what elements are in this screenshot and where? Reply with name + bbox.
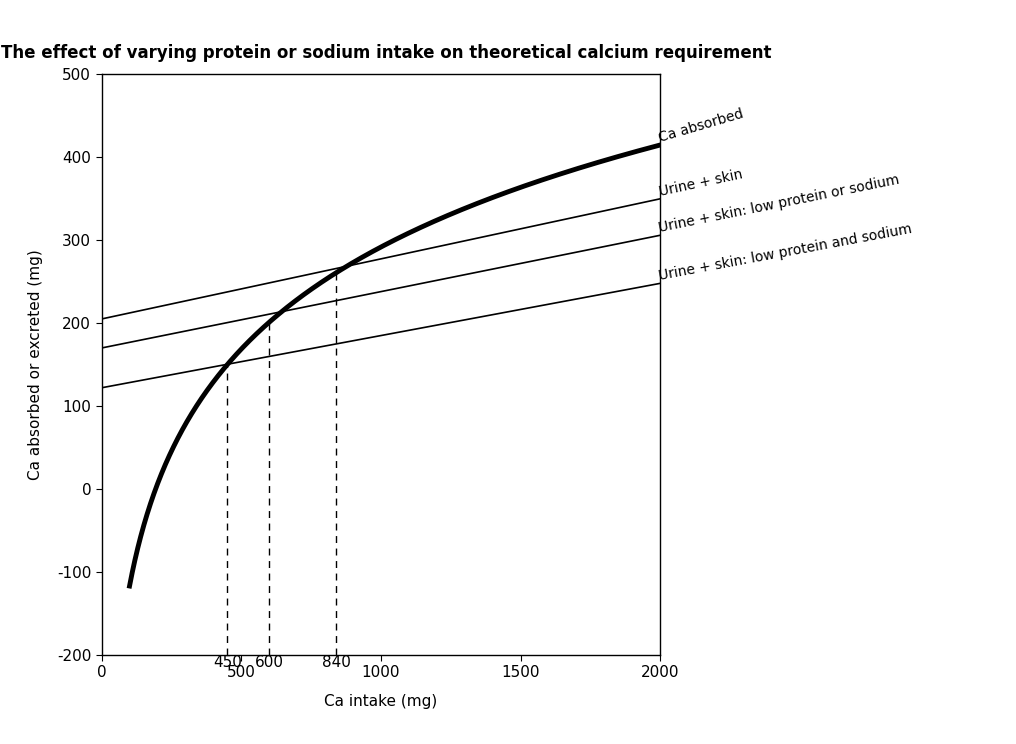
Y-axis label: Ca absorbed or excreted (mg): Ca absorbed or excreted (mg) bbox=[27, 249, 43, 480]
Text: Ca absorbed: Ca absorbed bbox=[656, 107, 745, 145]
Text: The effect of varying protein or sodium intake on theoretical calcium requiremen: The effect of varying protein or sodium … bbox=[1, 44, 771, 62]
Text: Urine + skin: Urine + skin bbox=[657, 167, 744, 199]
X-axis label: Ca intake (mg): Ca intake (mg) bbox=[324, 694, 438, 709]
Text: Urine + skin: low protein and sodium: Urine + skin: low protein and sodium bbox=[657, 222, 913, 283]
Text: 450: 450 bbox=[213, 655, 242, 670]
Text: 600: 600 bbox=[255, 655, 283, 670]
Text: Urine + skin: low protein or sodium: Urine + skin: low protein or sodium bbox=[657, 173, 901, 235]
Text: 840: 840 bbox=[322, 655, 351, 670]
